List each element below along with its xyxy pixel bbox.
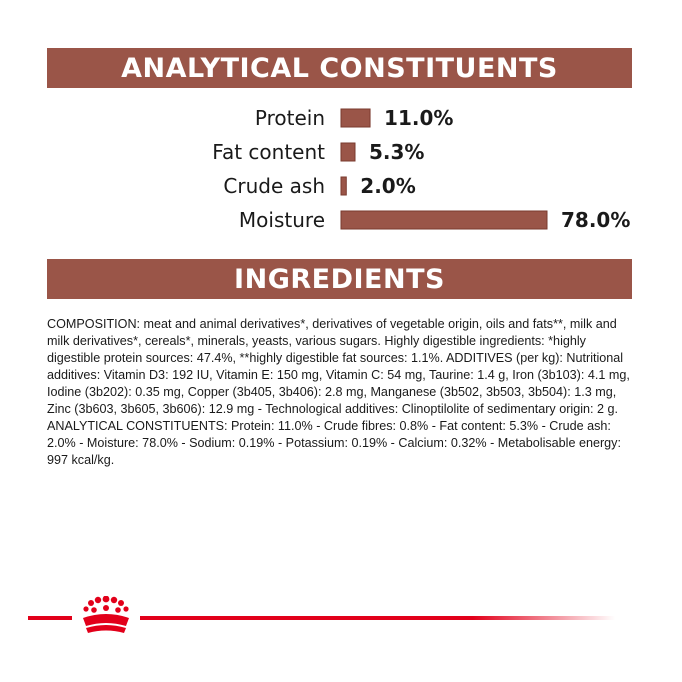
constituents-bar-chart: Protein 11.0% Fat content 5.3% Crude ash 2.0%…: [0, 100, 682, 250]
category-label: Moisture: [239, 208, 325, 232]
value-label: 78.0%: [561, 208, 630, 232]
value-label: 2.0%: [360, 174, 415, 198]
bar: [340, 142, 356, 162]
value-label: 5.3%: [369, 140, 424, 164]
analytical-constituents-banner: ANALYTICAL CONSTITUENTS: [47, 48, 632, 88]
royal-canin-crown-icon: [73, 595, 139, 636]
analytical-constituents-heading: ANALYTICAL CONSTITUENTS: [121, 52, 558, 84]
ingredients-banner: INGREDIENTS: [47, 259, 632, 299]
footer-red-line-left: [28, 616, 72, 620]
bar: [340, 108, 371, 128]
category-label: Crude ash: [223, 174, 325, 198]
bar: [340, 210, 548, 230]
category-label: Fat content: [212, 140, 325, 164]
value-label: 11.0%: [384, 106, 453, 130]
constituents-chart-svg: Protein 11.0% Fat content 5.3% Crude ash 2.0%…: [212, 106, 630, 232]
brand-footer: [0, 595, 682, 646]
ingredients-heading: INGREDIENTS: [234, 263, 445, 295]
ingredients-composition-text: COMPOSITION: meat and animal derivatives…: [47, 317, 630, 467]
bar: [340, 176, 347, 196]
category-label: Protein: [255, 106, 325, 130]
footer-red-line-right: [140, 616, 615, 620]
